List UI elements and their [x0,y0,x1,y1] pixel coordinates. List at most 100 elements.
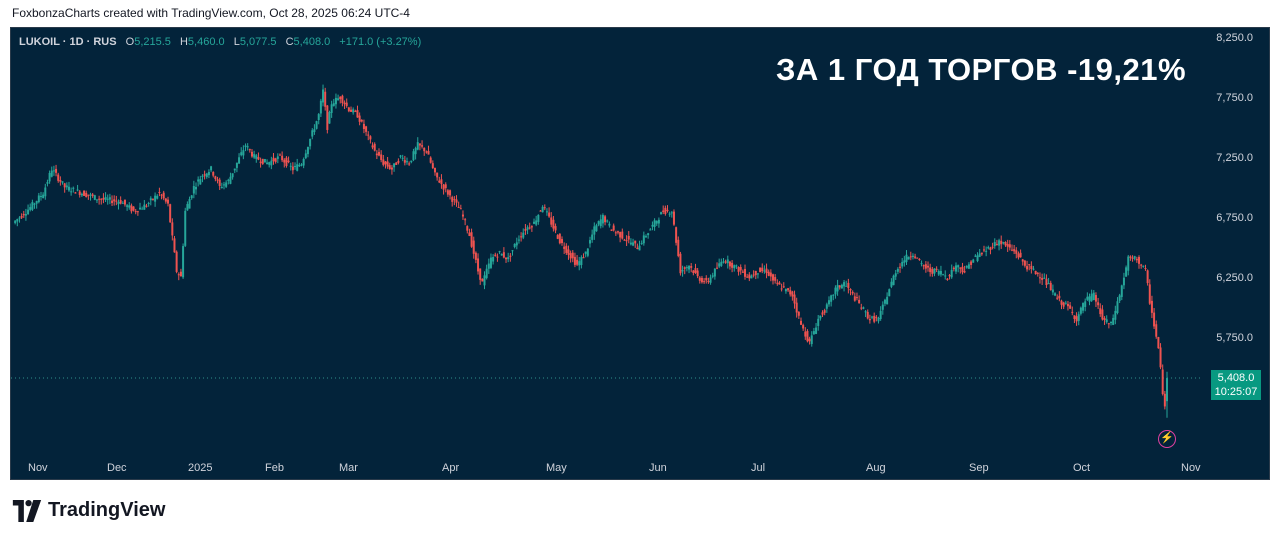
candle-body [104,196,107,200]
candle-body [556,235,559,239]
candle-body [965,265,968,268]
candle-body [565,245,568,253]
high-value: 5,460.0 [187,36,225,48]
candle-body [111,200,114,203]
candle-body [169,204,172,223]
candle-body [541,206,544,213]
candle-body [890,281,893,287]
candle-body [390,167,393,170]
candle-body [287,160,290,163]
candle-body [1150,300,1153,313]
candle-body [1019,252,1022,258]
candle-body [606,220,609,222]
candle-body [774,277,777,281]
candle-body [253,154,256,158]
candle-body [1051,289,1054,293]
candle-body [289,165,292,167]
candle-body [1092,292,1095,301]
candle-body [1127,256,1130,271]
open-value: 5,215.5 [134,36,171,48]
candle-body [416,142,419,150]
candle-body [1017,253,1020,258]
candle-body [195,186,198,190]
candle-body [989,247,992,250]
candle-body [881,304,884,310]
x-tick-label: Feb [265,462,284,474]
candle-body [1075,316,1078,322]
close-value: 5,408.0 [293,36,331,48]
close-label: C [285,36,294,48]
candle-body [662,210,665,213]
candle-body [886,296,889,305]
candle-body [515,242,518,246]
candle-body [87,194,90,196]
high-label: H [179,36,188,48]
candle-body [739,267,742,271]
candle-body [22,213,25,216]
candle-body [991,246,994,248]
candle-body [761,267,764,272]
candle-body [737,266,740,272]
x-tick-label: Jun [649,462,667,474]
candle-body [425,151,428,153]
candle-body [892,275,895,286]
candle-body [836,284,839,292]
candle-body [147,203,150,205]
candle-body [1097,302,1100,306]
candle-body [1071,311,1074,313]
candle-body [855,297,858,299]
candle-body [793,294,796,304]
candle-body [716,267,719,269]
candle-body [703,281,706,283]
candle-body [136,211,139,213]
lightning-icon[interactable]: ⚡ [1158,430,1176,448]
candle-body [817,318,820,326]
candle-body [608,223,611,226]
candle-body [173,238,176,253]
candle-body [847,282,850,289]
candle-body [959,267,962,269]
candle-body [39,195,42,198]
candle-body [24,213,27,216]
low-label: L [233,36,240,48]
candle-body [685,267,688,269]
candle-body [384,161,387,165]
candle-body [250,151,253,157]
candle-body [362,123,365,130]
candle-body [918,258,921,260]
candle-body [797,311,800,316]
candle-body [601,215,604,224]
candle-body [192,185,195,194]
tradingview-logo[interactable]: TradingView [12,499,165,522]
candle-body [505,257,508,260]
candle-body [455,199,458,203]
candle-body [763,270,766,272]
candle-body [197,179,200,182]
price-chart[interactable]: 8,250.0 7,750.0 7,250.0 6,750.0 6,250.0 5,750… [11,28,1269,479]
x-tick-label: 2025 [188,462,212,474]
candle-body [433,167,436,173]
candle-body [726,259,729,264]
candle-body [700,277,703,283]
candle-body [780,288,783,290]
candle-body [987,247,990,249]
candle-body [470,232,473,247]
candle-body [345,102,348,106]
candle-body [313,129,316,133]
x-tick-label: May [546,462,567,474]
candle-body [866,311,869,319]
candle-body [571,252,574,259]
chart-frame[interactable]: 8,250.0 7,750.0 7,250.0 6,750.0 6,250.0 5,750… [10,27,1270,480]
candle-body [315,121,318,129]
candle-body [309,138,312,147]
candle-body [879,310,882,319]
symbol-label[interactable]: LUKOIL · 1D · RUS [19,36,117,48]
candle-body [597,221,600,225]
candle-body [1013,249,1016,252]
candle-body [14,220,17,224]
candle-body [619,231,622,238]
candle-body [668,213,671,215]
candle-body [899,266,902,268]
candle-body [569,253,572,259]
candle-body [242,150,245,156]
